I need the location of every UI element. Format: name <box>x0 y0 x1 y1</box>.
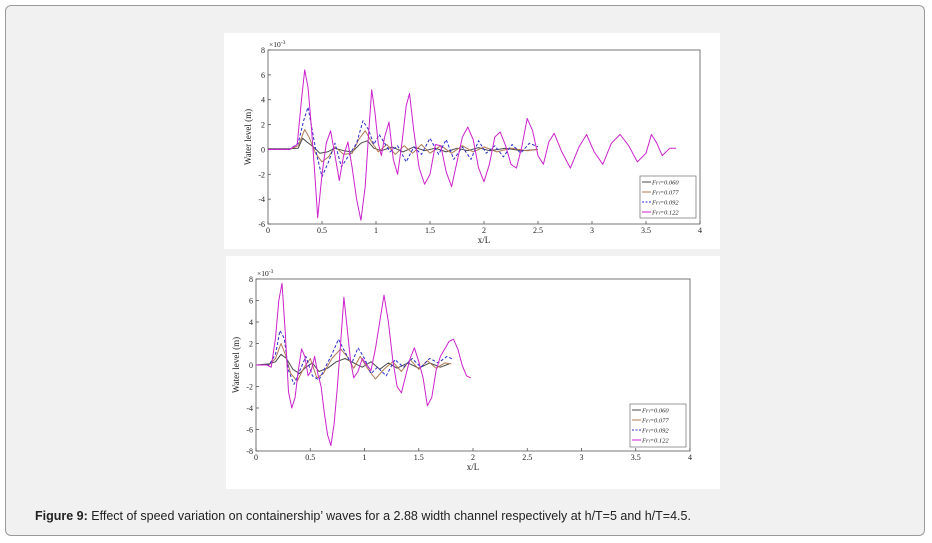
chart-panel-top: 0 0.5 1 1.5 2 2.5 3 3.5 4 -6 -4 -2 0 2 4 6 8 ×10-3 x/L Wate… <box>224 33 720 249</box>
x-tick-label: 3 <box>590 226 594 235</box>
y-tick-label: -2 <box>258 170 265 179</box>
y-tick-label: 0 <box>261 145 265 154</box>
series-line-3 <box>256 330 454 385</box>
x-tick-label: 2.5 <box>533 226 543 235</box>
legend-label: Frₗ=0.092 <box>641 428 669 435</box>
y-tick-label: -6 <box>258 220 265 229</box>
legend-box <box>639 175 697 219</box>
y-tick-label: 0 <box>249 361 253 370</box>
x-tick-label: 3.5 <box>631 453 641 462</box>
y-tick-label: -2 <box>246 383 253 392</box>
chart-panel-bottom: 0 0.5 1 1.5 2 2.5 3 3.5 4 -8 -6 -4 -2 0 2 4 6 8 ×10-3 x/L Wa… <box>226 256 720 489</box>
x-tick-label: 4 <box>688 453 692 462</box>
y-tick-label: 6 <box>261 71 265 80</box>
figure-caption: Figure 9: Effect of speed variation on c… <box>35 509 915 523</box>
y-axis-label: Water level (m) <box>231 337 241 393</box>
y-exponent-label: ×10-3 <box>269 40 286 49</box>
series-line-3 <box>268 106 539 178</box>
x-tick-label: 2.5 <box>522 453 532 462</box>
x-axis-label: x/L <box>467 462 480 472</box>
series-line-4 <box>268 69 677 221</box>
x-tick-label: 2 <box>482 226 486 235</box>
chart-bottom: 0 0.5 1 1.5 2 2.5 3 3.5 4 -8 -6 -4 -2 0 2 4 6 8 ×10-3 x/L Wa… <box>231 269 692 472</box>
y-tick-label: 4 <box>261 96 265 105</box>
x-tick-label: 1.5 <box>425 226 435 235</box>
y-tick-label: -6 <box>246 426 253 435</box>
x-tick-label: 0 <box>266 226 270 235</box>
legend-label: Frₗ=0.122 <box>641 438 669 445</box>
y-tick-label: -4 <box>246 404 253 413</box>
plot-area-top <box>267 49 701 225</box>
y-exponent-label: ×10-3 <box>257 269 274 278</box>
legend-label: Frₗ=0.122 <box>651 210 679 217</box>
y-exponent-power: -3 <box>269 269 274 275</box>
y-tick-label: 4 <box>249 318 253 327</box>
x-axis-label: x/L <box>478 235 491 245</box>
figure-frame: 0 0.5 1 1.5 2 2.5 3 3.5 4 -6 -4 -2 0 2 4 6 8 ×10-3 x/L Wate… <box>5 5 925 536</box>
x-tick-label: 0.5 <box>305 453 315 462</box>
series-line-1 <box>268 137 539 154</box>
y-tick-label: 6 <box>249 297 253 306</box>
x-tick-label: 0.5 <box>317 226 327 235</box>
x-tick-label: 4 <box>698 226 702 235</box>
legend-label: Frₗ=0.060 <box>641 408 669 415</box>
x-tick-label: 3 <box>580 453 584 462</box>
x-tick-label: 1 <box>363 453 367 462</box>
y-tick-label: -8 <box>246 447 253 456</box>
legend-label: Frₗ=0.060 <box>651 180 679 187</box>
x-tick-label: 3.5 <box>641 226 651 235</box>
legend-label: Frₗ=0.077 <box>641 418 669 425</box>
legend-label: Frₗ=0.077 <box>651 190 679 197</box>
x-tick-label: 2 <box>471 453 475 462</box>
chart-top: 0 0.5 1 1.5 2 2.5 3 3.5 4 -6 -4 -2 0 2 4 6 8 ×10-3 x/L Wate… <box>243 40 702 245</box>
caption-text: Effect of speed variation on containersh… <box>87 509 691 523</box>
y-tick-label: -4 <box>258 195 265 204</box>
y-tick-label: 8 <box>249 275 253 284</box>
caption-label: Figure 9: <box>35 509 88 523</box>
x-tick-label: 1.5 <box>414 453 424 462</box>
x-tick-label: 1 <box>374 226 378 235</box>
y-axis-label: Water level (m) <box>243 109 253 165</box>
series-line-4 <box>256 282 472 447</box>
y-tick-label: 8 <box>261 46 265 55</box>
y-tick-label: 2 <box>249 340 253 349</box>
x-tick-label: 0 <box>254 453 258 462</box>
legend-label: Frₗ=0.092 <box>651 200 679 207</box>
series-line-1 <box>255 353 450 375</box>
y-exponent-power: -3 <box>281 40 286 46</box>
y-tick-label: 2 <box>261 121 265 130</box>
plot-area-bottom <box>255 278 691 452</box>
